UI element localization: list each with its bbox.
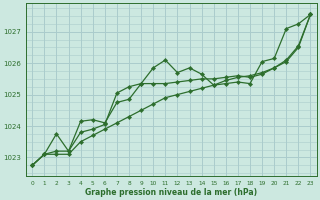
X-axis label: Graphe pression niveau de la mer (hPa): Graphe pression niveau de la mer (hPa) xyxy=(85,188,257,197)
